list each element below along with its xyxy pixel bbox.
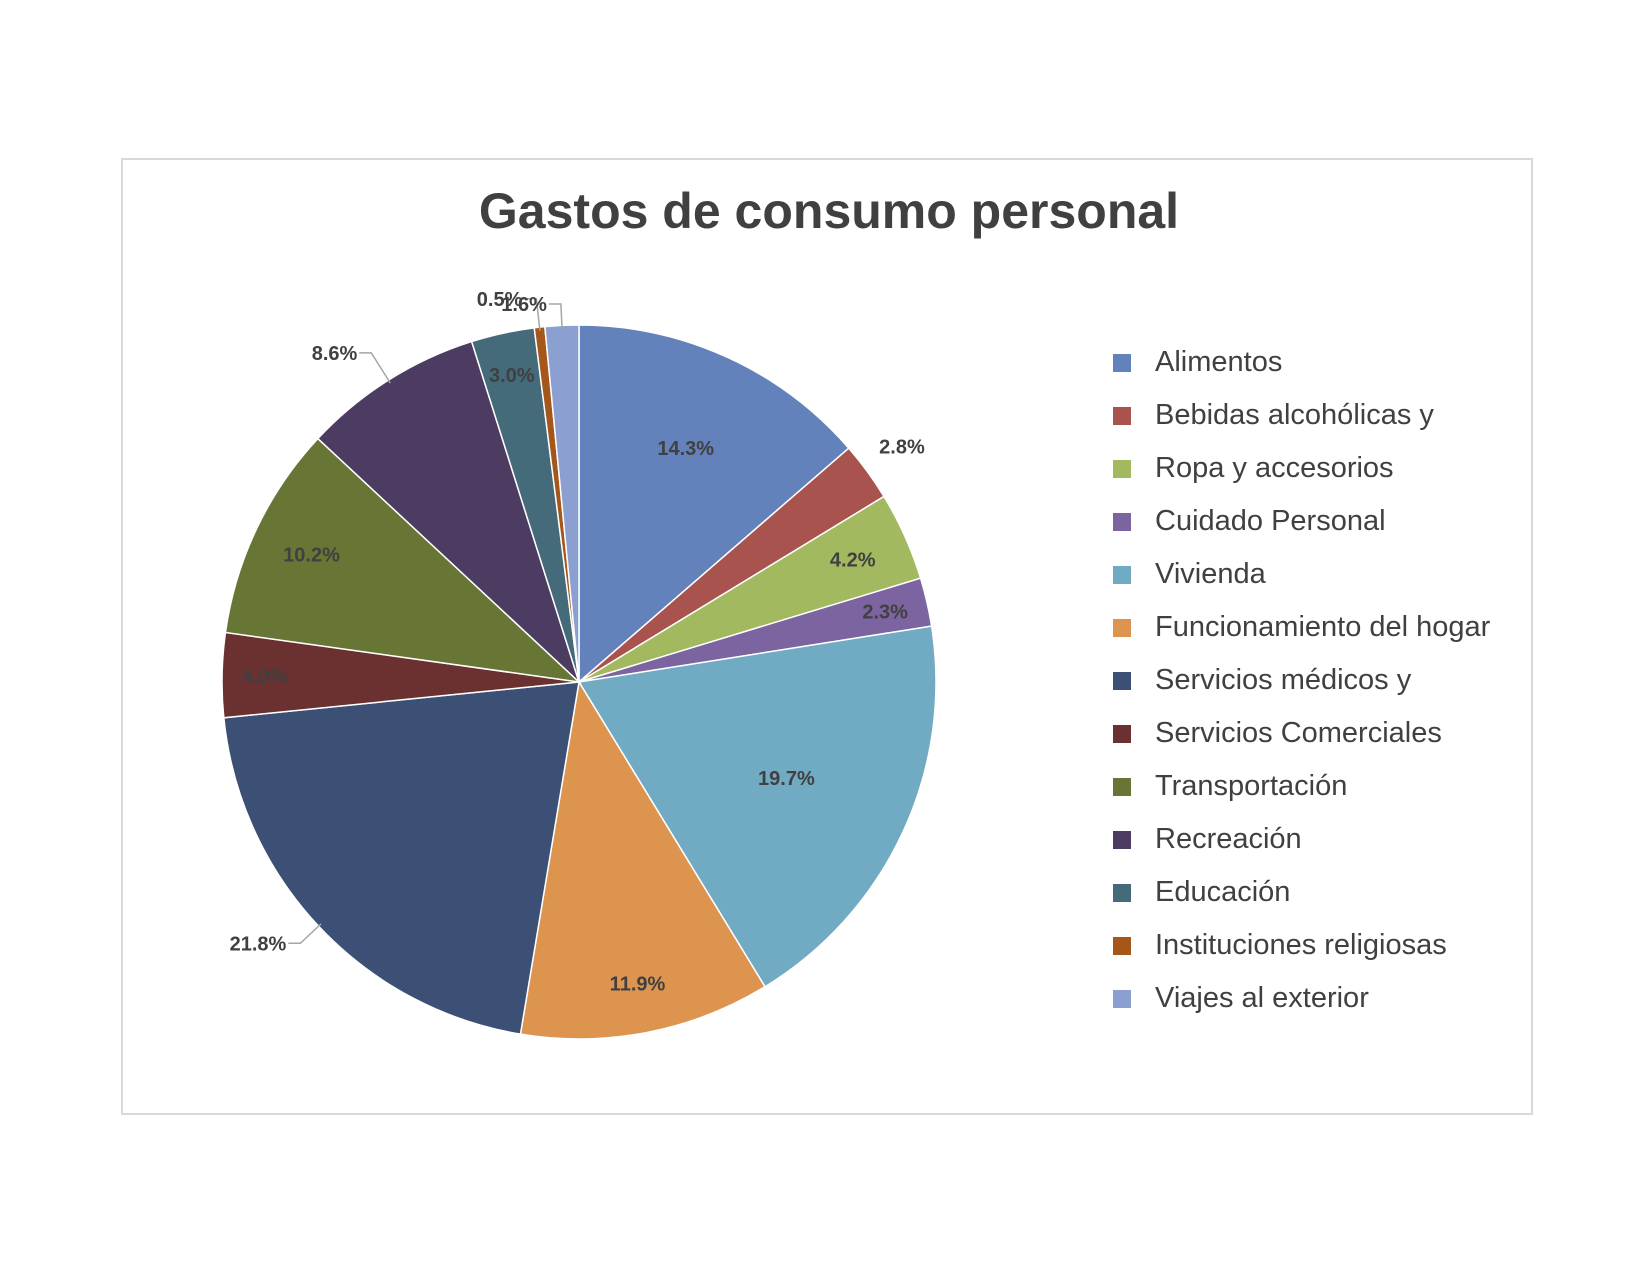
legend-swatch: [1113, 989, 1131, 1008]
pie-slice-alimentos: [578, 324, 850, 684]
pie-slice-transportacion: [224, 437, 582, 684]
legend-swatch: [1113, 565, 1131, 584]
data-label-alimentos: 14.3%: [657, 438, 714, 460]
pie-slice-vivienda: [577, 625, 937, 988]
data-label-cuidado-personal: 2.3%: [862, 602, 908, 624]
legend-item-educacion: Educación: [1113, 866, 1533, 919]
pie-chart: 14.3% 2.8% 4.2% 2.3% 19.7% 11.9% 21.8% 4.0% 10.2…: [221, 289, 937, 1040]
legend-swatch: [1113, 406, 1131, 425]
legend-item-cuidado-personal: Cuidado Personal: [1113, 495, 1533, 548]
legend-item-ropa-y-accesorios: Ropa y accesorios: [1113, 442, 1533, 495]
legend-item-vivienda: Vivienda: [1113, 548, 1533, 601]
legend-swatch: [1113, 777, 1131, 796]
pie-slice-servicios-medicos-y: [222, 681, 580, 1036]
legend-item-alimentos: Alimentos: [1113, 336, 1533, 389]
legend-item-servicios-comerciales: Servicios Comerciales: [1113, 707, 1533, 760]
leader-line-recreacion: [359, 352, 391, 384]
legend-label: Servicios médicos y: [1155, 664, 1412, 696]
legend-item-funcionamiento-del-hogar: Funcionamiento del hogar: [1113, 601, 1533, 654]
pie-slice-funcionamiento-del-hogar: [519, 679, 767, 1040]
data-label-servicios-medicos-y: 21.8%: [230, 933, 287, 955]
legend-label: Instituciones religiosas: [1155, 929, 1447, 961]
data-label-ropa-y-accesorios: 4.2%: [830, 550, 876, 572]
data-label-recreacion: 8.6%: [312, 343, 358, 365]
data-label-vivienda: 19.7%: [758, 768, 815, 790]
legend-swatch: [1113, 512, 1131, 531]
legend-label: Educación: [1155, 876, 1291, 908]
chart-title: Gastos de consumo personal: [478, 183, 1180, 239]
legend-swatch: [1113, 459, 1131, 478]
data-label-transportacion: 10.2%: [283, 545, 340, 567]
legend-swatch: [1113, 353, 1131, 372]
legend-label: Recreación: [1155, 823, 1302, 855]
leader-line-viajes-al-exterior: [548, 303, 563, 330]
chart-frame: Gastos de consumo personal 14.3% 2.8% 4.2%…: [121, 158, 1533, 1115]
legend-label: Funcionamiento del hogar: [1155, 611, 1491, 643]
legend-item-servicios-medicos-y: Servicios médicos y: [1113, 654, 1533, 707]
legend-label: Cuidado Personal: [1155, 505, 1386, 537]
legend-label: Bebidas alcohólicas y: [1155, 399, 1434, 431]
data-label-instituciones-religiosas: 0.5%: [477, 289, 523, 311]
legend-swatch: [1113, 671, 1131, 690]
data-label-bebidas-alcoholicas-y: 2.8%: [879, 436, 925, 458]
leader-line-servicios-medicos-y: [288, 923, 322, 945]
legend-label: Servicios Comerciales: [1155, 717, 1442, 749]
legend: Alimentos Bebidas alcohólicas y Ropa y acc…: [1113, 336, 1533, 1025]
legend-swatch: [1113, 936, 1131, 955]
leader-line-instituciones-religiosas: [524, 298, 541, 331]
data-label-servicios-comerciales: 4.0%: [242, 666, 288, 688]
legend-item-transportacion: Transportación: [1113, 760, 1533, 813]
data-label-funcionamiento-del-hogar: 11.9%: [610, 973, 666, 995]
legend-swatch: [1113, 618, 1131, 637]
legend-swatch: [1113, 883, 1131, 902]
legend-item-instituciones-religiosas: Instituciones religiosas: [1113, 919, 1533, 972]
legend-label: Ropa y accesorios: [1155, 452, 1394, 484]
legend-swatch: [1113, 724, 1131, 743]
legend-item-bebidas-alcoholicas-y: Bebidas alcohólicas y: [1113, 389, 1533, 442]
data-label-educacion: 3.0%: [489, 365, 535, 387]
legend-label: Transportación: [1155, 770, 1348, 802]
legend-item-viajes-al-exterior: Viajes al exterior: [1113, 972, 1533, 1025]
data-label-viajes-al-exterior: 1.6%: [501, 294, 547, 316]
legend-label: Viajes al exterior: [1155, 982, 1369, 1014]
legend-label: Alimentos: [1155, 346, 1283, 378]
legend-label: Vivienda: [1155, 558, 1266, 590]
legend-item-recreacion: Recreación: [1113, 813, 1533, 866]
legend-swatch: [1113, 830, 1131, 849]
